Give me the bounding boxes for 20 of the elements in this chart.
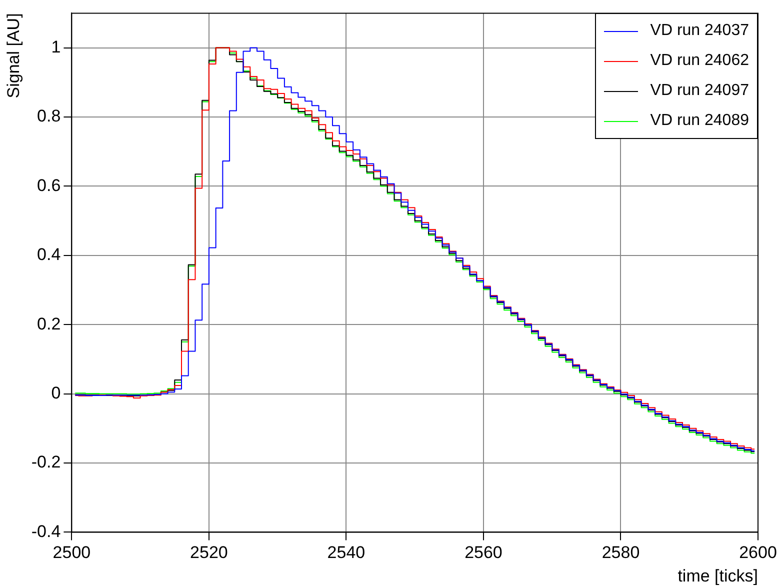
legend-label: VD run 24097	[650, 82, 749, 100]
y-tick-label: 0.8	[37, 106, 61, 126]
x-tick-label: 2560	[464, 543, 502, 562]
y-tick-label: 0.2	[37, 314, 61, 334]
x-tick-label: 2500	[52, 543, 91, 562]
y-tick-label: -0.2	[31, 452, 61, 472]
x-axis-title: time [ticks]	[678, 566, 758, 586]
y-tick-label: -0.4	[31, 522, 61, 541]
y-tick-label: 0.6	[37, 176, 61, 195]
legend-label: VD run 24089	[650, 112, 749, 130]
x-tick-label: 2540	[327, 543, 366, 562]
x-tick-label: 2600	[739, 543, 777, 562]
x-tick-label: 2520	[190, 543, 228, 562]
y-tick-label: 0	[51, 383, 61, 402]
y-axis-title: Signal [AU]	[4, 13, 23, 98]
legend-label: VD run 24037	[650, 22, 749, 40]
legend-label: VD run 24062	[650, 52, 749, 70]
y-tick-label: 0.4	[37, 245, 61, 264]
y-tick-label: 1	[51, 37, 61, 56]
x-tick-label: 2580	[602, 543, 640, 562]
